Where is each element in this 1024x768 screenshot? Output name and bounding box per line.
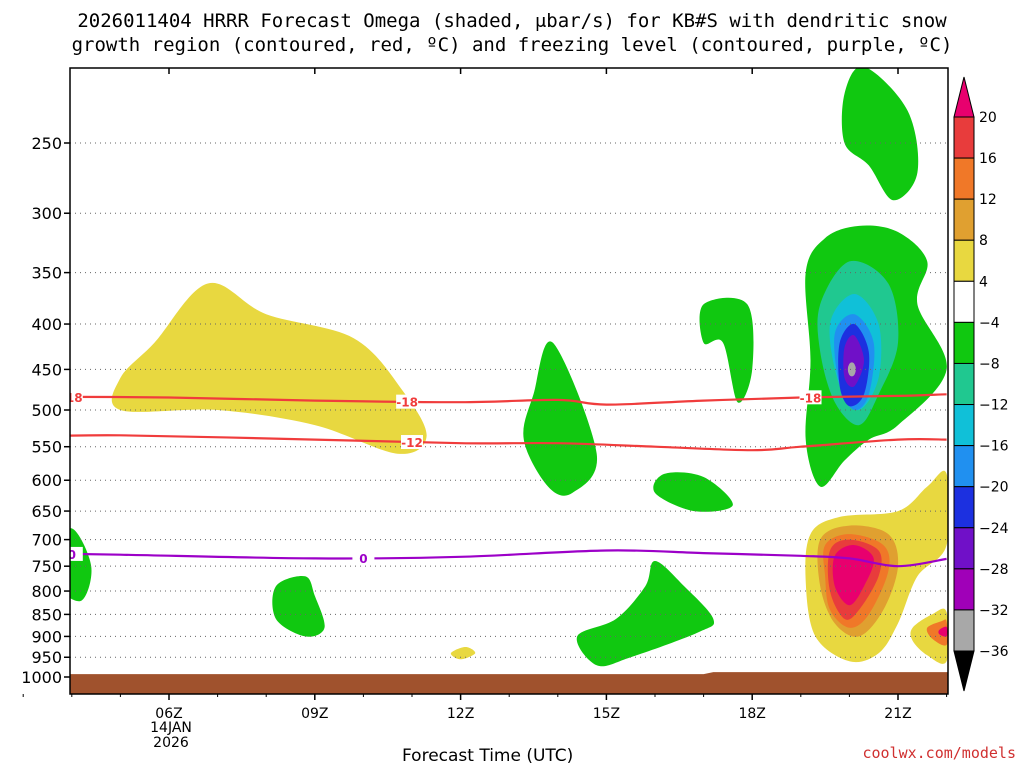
colorbar-seg-0 bbox=[953, 116, 975, 159]
region-omega-green-16z-upper bbox=[653, 472, 733, 512]
colorbar-top-arrow bbox=[953, 76, 975, 118]
colorbar-label-6: −8 bbox=[979, 356, 1000, 372]
contour-label-bg-dgz_-18-1 bbox=[396, 394, 419, 409]
xtick-label-18Z: 18Z bbox=[738, 706, 765, 722]
colorbar-seg-4 bbox=[953, 280, 975, 323]
contour-label-dgz_-18-0: -18 bbox=[61, 391, 83, 405]
colorbar-seg-6 bbox=[953, 362, 975, 406]
region-omega-yellow-12z bbox=[450, 647, 476, 660]
region-omega-positive-04z-06z bbox=[111, 282, 427, 454]
region-omega-green-16z-lower bbox=[576, 561, 715, 667]
ytick-label-700: 700 bbox=[31, 531, 62, 550]
ytick-label-650: 650 bbox=[31, 502, 62, 521]
region-omega-green-west-lower bbox=[70, 528, 92, 602]
colorbar-seg-8 bbox=[953, 445, 975, 488]
date-label-day: 14JAN bbox=[150, 720, 192, 736]
colorbar: 20 16 12 8 4 −4 −8 −12 −16 −20 −24 −28 −32 −36 bbox=[953, 76, 1009, 692]
colorbar-seg-1 bbox=[953, 157, 975, 200]
colorbar-label-1: 16 bbox=[979, 151, 997, 167]
region-omega-green-14z bbox=[523, 341, 598, 496]
colorbar-seg-10 bbox=[953, 527, 975, 570]
region-omega-green-20z-top bbox=[841, 68, 919, 201]
grey-min-20z bbox=[847, 362, 856, 377]
colorbar-seg-3 bbox=[953, 239, 975, 282]
contour-label-bg-freezing_0-0 bbox=[70, 546, 83, 561]
colorbar-label-7: −12 bbox=[979, 398, 1009, 414]
contour-label-bg-dgz_-18-2 bbox=[799, 390, 822, 405]
contour-label-bg-freezing_0-1 bbox=[352, 550, 375, 565]
colorbar-label-11: −28 bbox=[979, 562, 1009, 578]
x-axis-title: Forecast Time (UTC) bbox=[402, 746, 574, 766]
ytick-label-950: 950 bbox=[31, 648, 62, 667]
colorbar-seg-11 bbox=[953, 568, 975, 611]
contour-label-bg-dgz_-12-0 bbox=[401, 435, 423, 450]
credit-link[interactable]: coolwx.com/models bbox=[862, 744, 1016, 762]
contour-dgz_-12 bbox=[70, 434, 947, 452]
ytick-label-550: 550 bbox=[31, 438, 62, 457]
region-omega-orange-22z bbox=[926, 619, 948, 646]
date-label-year: 2026 bbox=[153, 735, 189, 751]
colorbar-seg-12 bbox=[953, 609, 975, 652]
xtick-label-12Z: 12Z bbox=[447, 706, 474, 722]
chart-title-line1: 2026011404 HRRR Forecast Omega (shaded, … bbox=[77, 10, 947, 32]
colorbar-label-2: 12 bbox=[979, 192, 997, 208]
colorbar-seg-9 bbox=[953, 486, 975, 529]
colorbar-bottom-arrow bbox=[953, 650, 975, 692]
colorbar-label-8: −16 bbox=[979, 439, 1009, 455]
ytick-label-500: 500 bbox=[31, 401, 62, 420]
ytick-label-1000: 1000 bbox=[21, 668, 62, 687]
terrain-fill bbox=[70, 672, 948, 694]
colorbar-label-0: 20 bbox=[979, 110, 997, 126]
ytick-label-250: 250 bbox=[31, 134, 62, 153]
ytick-label-450: 450 bbox=[31, 360, 62, 379]
region-omega-magenta-22z bbox=[938, 626, 948, 637]
terrain-surface bbox=[70, 672, 948, 694]
y-axis-ticks: 250 300 350 400 450 500 550 600 650 700 750 800 850 9… bbox=[21, 134, 70, 687]
ytick-label-350: 350 bbox=[31, 264, 62, 283]
colorbar-seg-5 bbox=[953, 321, 975, 364]
ytick-label-400: 400 bbox=[31, 315, 62, 334]
contour-freezing_0 bbox=[70, 549, 947, 568]
xtick-label-06Z: 06Z bbox=[155, 706, 182, 722]
ytick-label-850: 850 bbox=[31, 605, 62, 624]
contour-label-dgz_-18-2: -18 bbox=[800, 391, 822, 405]
ytick-label-600: 600 bbox=[31, 471, 62, 490]
ytick-label-900: 900 bbox=[31, 627, 62, 646]
colorbar-seg-2 bbox=[953, 198, 975, 241]
chart-title-line2: growth region (contoured, red, ºC) and f… bbox=[71, 34, 953, 56]
contour-label-freezing_0-1: 0 bbox=[359, 552, 367, 566]
contour-label-freezing_0-0: 0 bbox=[68, 548, 76, 562]
x-axis-ticks: 06Z 09Z 12Z 15Z 18Z 21Z bbox=[22, 68, 948, 722]
contour-label-dgz_-12-0: -12 bbox=[401, 436, 423, 450]
colorbar-label-13: −36 bbox=[979, 644, 1009, 660]
colorbar-label-4: 4 bbox=[979, 274, 988, 290]
xtick-label-15Z: 15Z bbox=[593, 706, 620, 722]
contour-lines: -18 -18 -18 -12 0 0 bbox=[61, 389, 947, 568]
contour-label-dgz_-18-1: -18 bbox=[396, 396, 418, 410]
region-omega-green-08z bbox=[272, 575, 325, 637]
ytick-label-300: 300 bbox=[31, 204, 62, 223]
colorbar-label-5: −4 bbox=[979, 315, 1000, 331]
ytick-label-800: 800 bbox=[31, 582, 62, 601]
ytick-label-750: 750 bbox=[31, 557, 62, 576]
colorbar-label-9: −20 bbox=[979, 480, 1009, 496]
colorbar-label-10: −24 bbox=[979, 521, 1009, 537]
date-label: 14JAN 2026 bbox=[126, 721, 216, 751]
xtick-label-09Z: 09Z bbox=[301, 706, 328, 722]
omega-shading bbox=[70, 68, 948, 667]
region-omega-green-18z-upper bbox=[699, 297, 754, 403]
colorbar-seg-7 bbox=[953, 404, 975, 447]
colorbar-label-12: −32 bbox=[979, 603, 1009, 619]
contour-dgz_-18 bbox=[70, 393, 947, 406]
colorbar-label-3: 8 bbox=[979, 233, 988, 249]
region-omega-purple-20z bbox=[843, 334, 864, 388]
contour-label-bg-dgz_-18-0 bbox=[70, 389, 83, 404]
xtick-label-21Z: 21Z bbox=[884, 706, 911, 722]
